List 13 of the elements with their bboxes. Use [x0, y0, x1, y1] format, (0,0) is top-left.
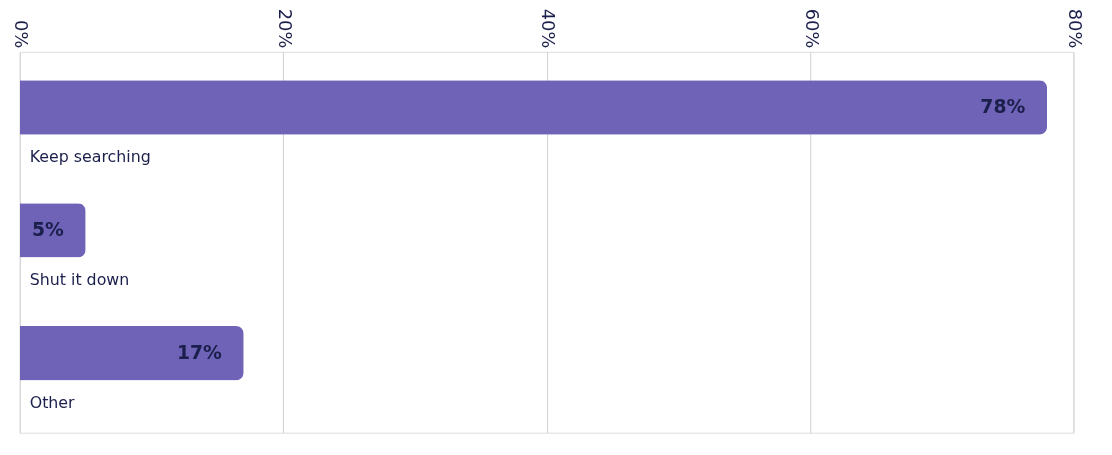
bar	[19, 80, 1048, 135]
data-label: 78%	[980, 96, 1026, 118]
data-label: 5%	[31, 219, 65, 241]
y-tick-label: Other	[29, 392, 76, 412]
x-tick-label: 60%	[801, 8, 823, 49]
y-tick-label: Keep searching	[29, 146, 151, 166]
data-label: 17%	[176, 342, 223, 364]
bar	[19, 326, 244, 381]
x-tick-label: 80%	[1064, 8, 1086, 49]
x-tick-label: 0%	[11, 20, 33, 49]
x-tick-label: 20%	[274, 8, 296, 49]
x-tick-label: 40%	[538, 8, 560, 49]
y-tick-label: Shut it down	[29, 269, 130, 289]
